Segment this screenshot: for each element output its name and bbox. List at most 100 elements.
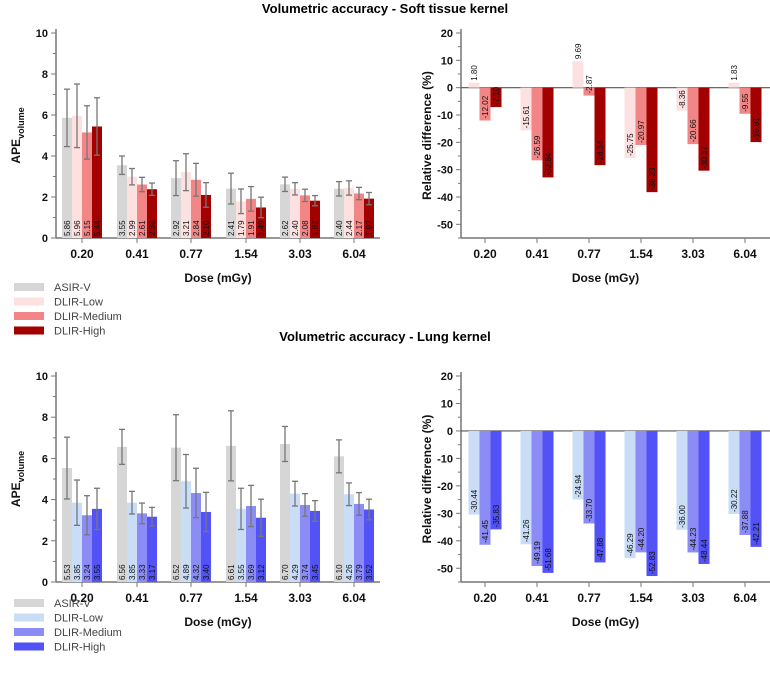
legend: ASIR-V DLIR-Low DLIR-Medium DLIR-High (14, 598, 122, 654)
data-label: -25.75 (626, 133, 635, 156)
bar (127, 502, 137, 582)
chart-2: Volumetric accuracy - Lung kernel 0 2 4 6 8 10… (9, 329, 491, 654)
x-tick-label: 1.54 (629, 591, 653, 605)
data-label: 1.82 (311, 220, 320, 236)
data-label: -28.34 (596, 140, 605, 163)
bar (72, 115, 82, 238)
data-label: 3.85 (128, 564, 137, 580)
data-label: 3.45 (311, 564, 320, 580)
x-tick-label: 0.77 (577, 247, 601, 261)
bar (520, 87, 532, 131)
bar (468, 82, 480, 88)
bar (531, 430, 543, 567)
data-label: -35.83 (492, 504, 501, 527)
data-label: -9.55 (741, 93, 750, 112)
y-tick-label: 8 (42, 69, 48, 81)
bar (191, 179, 201, 238)
data-label: 3.55 (118, 220, 127, 236)
bar (490, 87, 502, 108)
data-label: 6.52 (172, 564, 181, 580)
data-label: 9.69 (574, 43, 583, 59)
y-tick-label: 8 (42, 412, 48, 424)
bar (191, 493, 201, 582)
data-label: -49.19 (533, 541, 542, 564)
data-label: 3.55 (237, 564, 246, 580)
y-tick-label: 10 (441, 55, 453, 67)
legend-swatch (14, 283, 44, 291)
data-label: -44.23 (689, 527, 698, 550)
bar (236, 201, 246, 238)
bar (300, 504, 310, 582)
y-tick-label: 10 (441, 398, 453, 410)
data-label: 3.79 (355, 564, 364, 580)
x-tick-label: 3.03 (288, 591, 312, 605)
x-axis-label: Dose (mGy) (184, 615, 251, 629)
bar (479, 430, 491, 545)
y-tick-label: -50 (437, 563, 453, 575)
data-label: -15.61 (522, 105, 531, 128)
bar (531, 87, 543, 161)
bar (62, 468, 72, 582)
bar (256, 517, 266, 582)
bar (226, 445, 236, 582)
data-label: -52.83 (648, 551, 657, 574)
y-tick-label: 0 (42, 577, 48, 589)
bar (750, 87, 762, 143)
bar (364, 198, 374, 238)
data-label: -30.37 (700, 145, 709, 168)
data-label: 3.21 (182, 220, 191, 236)
legend-label: DLIR-Medium (54, 627, 122, 639)
bar (698, 87, 710, 171)
bar (117, 165, 127, 238)
bar (739, 87, 751, 114)
data-label: 2.40 (335, 220, 344, 236)
data-label: 5.15 (83, 220, 92, 236)
y-tick-label: 0 (447, 426, 453, 438)
data-label: 3.12 (257, 564, 266, 580)
data-label: 3.52 (365, 564, 374, 580)
bar (490, 430, 502, 530)
x-tick-label: 6.04 (342, 591, 366, 605)
bar (624, 87, 636, 159)
data-label: -33.70 (585, 498, 594, 521)
bar (246, 198, 256, 238)
data-label: -36.00 (678, 505, 687, 528)
legend-label: DLIR-High (54, 326, 105, 338)
y-tick-label: -40 (437, 536, 453, 548)
bar (280, 443, 290, 582)
x-tick-label: 0.41 (525, 591, 549, 605)
x-tick-label: 0.41 (125, 591, 149, 605)
legend-swatch (14, 628, 44, 636)
bar (181, 481, 191, 582)
x-tick-label: 0.77 (179, 591, 203, 605)
bar (82, 132, 92, 238)
x-axis-label: Dose (mGy) (572, 271, 639, 285)
bar (583, 87, 595, 96)
bar (635, 430, 647, 553)
data-label: 5.53 (63, 564, 72, 580)
bar (310, 200, 320, 238)
data-label: 2.41 (227, 220, 236, 236)
data-label: -2.87 (585, 75, 594, 94)
bar (137, 513, 147, 582)
y-axis-label: Relative difference (%) (420, 415, 434, 544)
bar (147, 189, 157, 238)
data-label: 2.10 (202, 220, 211, 236)
x-tick-label: 0.20 (473, 591, 497, 605)
chart-3: 20 10 0 -10 -20 -30 -40 -50 0.20 0.41 0.77 1.54 3.03… (420, 371, 770, 629)
y-tick-label: 10 (36, 371, 48, 383)
data-label: 2.99 (128, 220, 137, 236)
data-label: -37.88 (741, 510, 750, 533)
bar (344, 494, 354, 582)
x-tick-label: 0.77 (179, 247, 203, 261)
data-label: 3.55 (93, 564, 102, 580)
x-tick-label: 0.20 (70, 591, 94, 605)
bar (676, 87, 688, 111)
legend-swatch (14, 326, 44, 335)
bar (310, 510, 320, 582)
x-tick-label: 6.04 (733, 247, 757, 261)
y-tick-label: 2 (42, 192, 48, 204)
data-label: -44.20 (637, 527, 646, 550)
bar (520, 430, 532, 545)
